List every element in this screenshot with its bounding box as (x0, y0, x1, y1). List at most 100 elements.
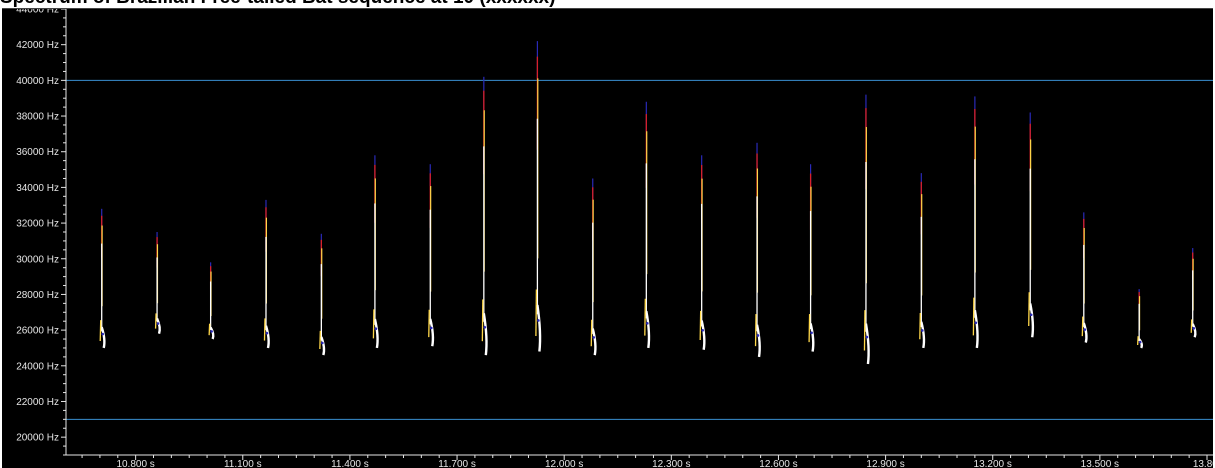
call-hook-high (755, 324, 761, 358)
bat-call-16 (919, 173, 926, 349)
call-dot-faint (592, 336, 596, 339)
call-hook-high (700, 320, 706, 350)
call-hook-mid (1081, 316, 1084, 337)
x-tick-label: 12.600 s (759, 459, 797, 468)
call-hook-mid (590, 319, 593, 347)
call-hook-high (536, 304, 542, 352)
call-dot-faint (537, 319, 540, 322)
bat-call-8 (481, 76, 488, 356)
call-dot-faint (646, 322, 649, 325)
bat-call-21 (1190, 248, 1197, 338)
call-hook-mid (208, 323, 211, 336)
call-hook-high (209, 326, 215, 340)
bat-call-14 (808, 164, 815, 352)
spectrogram-panel[interactable]: 44000 Hz 42000 Hz 40000 Hz 38000 Hz 36000 Hz… (2, 8, 1213, 468)
x-tick-label: 13.200 s (974, 459, 1012, 468)
call-dot-faint (865, 335, 869, 339)
call-hook-mid (972, 297, 975, 336)
bat-call-5 (319, 233, 326, 356)
bat-call-10 (590, 178, 597, 356)
call-hook-mid (699, 310, 702, 341)
call-dot-faint (974, 321, 978, 325)
call-hook-mid (919, 312, 921, 340)
call-hook-high (645, 310, 651, 349)
bat-call-13 (754, 142, 761, 358)
call-hook-high (1191, 323, 1197, 338)
call-hook-high (1082, 322, 1088, 343)
call-hook-high (864, 323, 870, 365)
bat-call-15 (863, 94, 870, 365)
call-hook-high (973, 310, 979, 349)
call-hook-mid (754, 314, 757, 347)
call-dot-faint (483, 325, 487, 329)
y-tick-label: 22000 Hz (16, 397, 59, 408)
bat-call-7 (428, 164, 435, 347)
call-hook-mid (1137, 336, 1139, 346)
call-dot-faint (265, 331, 269, 335)
bat-call-11 (644, 101, 651, 349)
y-tick-label: 36000 Hz (16, 147, 59, 158)
y-tick-label: 24000 Hz (16, 361, 59, 372)
call-dot-faint (210, 330, 213, 333)
y-tick-label: 30000 Hz (16, 254, 59, 265)
call-hook-high (264, 325, 270, 349)
call-hook-high (373, 318, 379, 349)
call-dot-faint (101, 332, 105, 336)
call-hook-high (429, 318, 435, 347)
bat-call-9 (535, 41, 542, 352)
call-hook-high (591, 328, 597, 356)
call-hook-high (1138, 338, 1144, 349)
y-tick-label: 28000 Hz (16, 290, 59, 301)
chart-title: Spectrum of Brazilian Free-tailed Bat se… (0, 0, 555, 8)
call-hook-high (320, 336, 326, 356)
call-hook-mid (535, 289, 538, 337)
call-dot-faint (374, 327, 378, 330)
call-dot-faint (156, 322, 160, 325)
y-tick-label: 20000 Hz (16, 433, 59, 444)
y-tick-label: 26000 Hz (16, 326, 59, 337)
call-hook-high (482, 313, 488, 356)
bat-call-4 (263, 199, 270, 349)
call-hook-mid (99, 320, 102, 342)
call-hook-high (809, 323, 815, 352)
call-hook-mid (154, 313, 157, 329)
call-dot-faint (1029, 313, 1033, 317)
call-dot-faint (921, 329, 924, 332)
call-dot-faint (810, 331, 813, 335)
y-tick-label: 42000 Hz (16, 40, 59, 51)
bat-call-20 (1137, 289, 1144, 349)
y-tick-label: 34000 Hz (16, 183, 59, 194)
call-dot-faint (321, 341, 324, 345)
x-tick-label: 13.80( (1193, 459, 1213, 468)
x-tick-label: 11.100 s (224, 459, 262, 468)
call-hook-high (920, 321, 926, 349)
bat-call-12 (699, 155, 706, 350)
call-hook-mid (319, 330, 321, 350)
bat-call-19 (1081, 212, 1088, 343)
call-dot-faint (429, 326, 433, 330)
call-hook-mid (263, 318, 266, 341)
x-tick-label: 12.000 s (545, 459, 583, 468)
bat-call-18 (1028, 112, 1035, 338)
call-hook-mid (1190, 319, 1193, 333)
y-tick-label: 38000 Hz (16, 112, 59, 123)
call-hook-mid (644, 298, 646, 336)
y-tick-label: 32000 Hz (16, 219, 59, 230)
call-hook-high (1029, 303, 1035, 338)
call-hook-mid (808, 314, 811, 343)
call-dot-faint (1083, 328, 1087, 331)
x-tick-label: 11.700 s (438, 459, 476, 468)
x-tick-label: 11.400 s (331, 459, 369, 468)
call-hook-mid (863, 310, 866, 351)
call-dot-faint (1192, 327, 1196, 330)
x-tick-label: 12.900 s (866, 459, 904, 468)
x-tick-label: 10.800 s (116, 459, 154, 468)
x-tick-label: 13.500 s (1081, 459, 1119, 468)
spectrogram-svg[interactable]: 44000 Hz 42000 Hz 40000 Hz 38000 Hz 36000 Hz… (2, 9, 1213, 468)
call-dot-faint (701, 328, 704, 332)
call-hook-high (100, 326, 106, 349)
call-hook-high (155, 317, 161, 335)
bat-call-3 (208, 262, 215, 340)
call-dot-faint (756, 334, 760, 337)
y-tick-label: 44000 Hz (16, 9, 59, 16)
